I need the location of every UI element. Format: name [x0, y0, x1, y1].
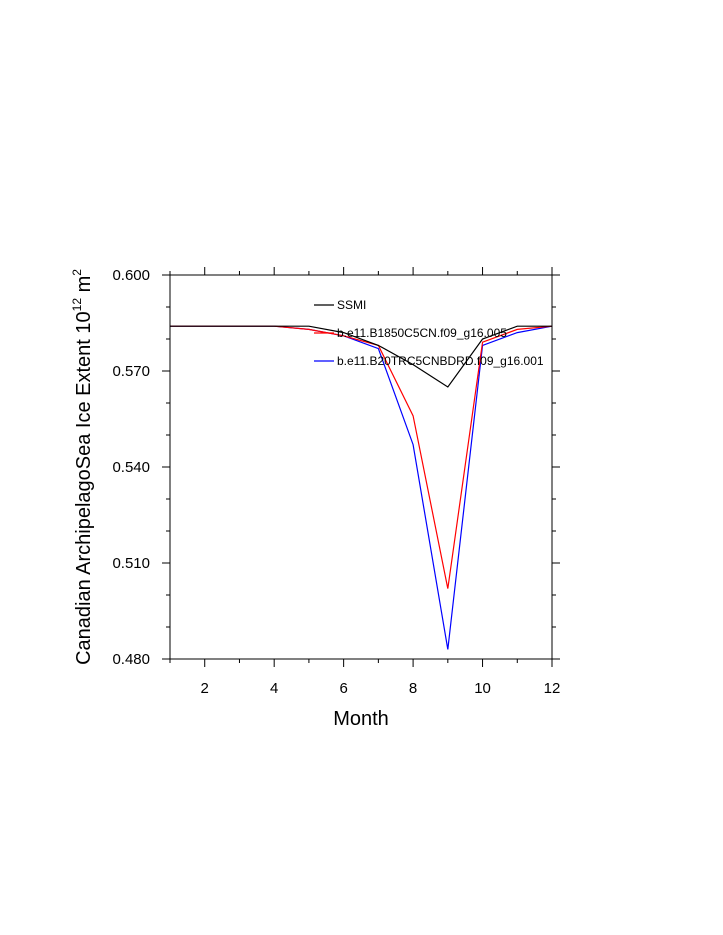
- y-axis-label-unit: m: [73, 276, 95, 298]
- x-axis-label: Month: [333, 708, 389, 730]
- plot-frame: [169, 274, 553, 660]
- legend-label: b.e11.B20TRC5CNBDRD.f09_g16.001: [337, 354, 544, 368]
- axis-ticks: [162, 267, 560, 667]
- x-tick-label: 8: [409, 680, 417, 697]
- x-tick-label: 4: [270, 680, 278, 697]
- y-axis-label-unit-exp: 2: [70, 269, 84, 276]
- series-line-1: [170, 325, 552, 388]
- y-axis-label-exp: 12: [70, 298, 84, 312]
- series-line-3: [170, 325, 553, 650]
- y-tick-label: 0.600: [112, 267, 150, 284]
- y-tick-label: 0.510: [112, 555, 150, 572]
- x-tick-label: 2: [201, 680, 209, 697]
- series-layer: [170, 325, 553, 650]
- y-axis-label: Canadian ArchipelagoSea Ice Extent 1012 …: [70, 269, 95, 665]
- legend-label: SSMI: [337, 298, 366, 312]
- x-tick-label: 6: [339, 680, 347, 697]
- legend: SSMI b.e11.B1850C5CN.f09_g16.005 b.e11.B20…: [314, 298, 544, 368]
- x-tick-label: 10: [474, 680, 491, 697]
- tick-labels: 2 4 6 8 10 12 0.480 0.510 0.540 0.570 0.600: [112, 267, 560, 697]
- y-tick-label: 0.570: [112, 363, 150, 380]
- y-tick-label: 0.480: [112, 651, 150, 668]
- y-axis-label-main: Canadian ArchipelagoSea Ice Extent 10: [73, 311, 95, 665]
- y-tick-label: 0.540: [112, 459, 150, 476]
- legend-label: b.e11.B1850C5CN.f09_g16.005: [337, 326, 507, 340]
- x-tick-label: 12: [544, 680, 561, 697]
